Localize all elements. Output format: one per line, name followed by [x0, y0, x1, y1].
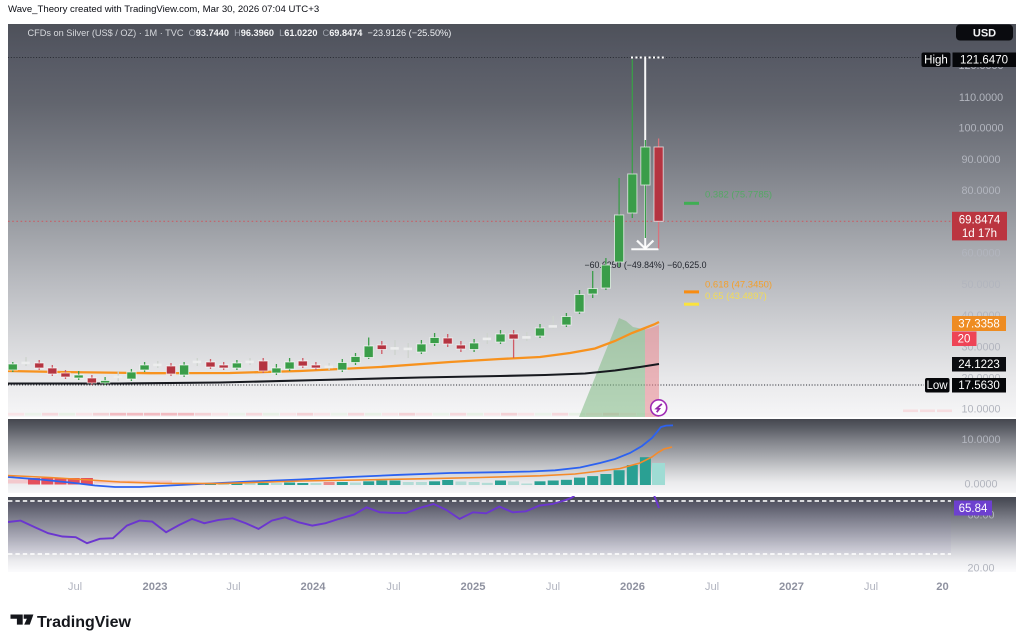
svg-text:−60.6250 (−49.84%) −60,625.0: −60.6250 (−49.84%) −60,625.0	[584, 260, 706, 270]
svg-text:20: 20	[958, 334, 971, 346]
svg-text:24.1223: 24.1223	[958, 359, 1000, 371]
svg-text:Jul: Jul	[705, 581, 719, 593]
svg-text:17.5630: 17.5630	[958, 380, 1000, 392]
svg-text:High: High	[924, 55, 948, 67]
svg-text:0.0000: 0.0000	[964, 479, 997, 491]
svg-text:37.3358: 37.3358	[958, 319, 1000, 331]
svg-text:TradingView: TradingView	[37, 614, 132, 631]
svg-text:50.0000: 50.0000	[961, 279, 1000, 291]
svg-text:Jul: Jul	[68, 581, 82, 593]
svg-text:0.618 (47.3450): 0.618 (47.3450)	[705, 280, 772, 291]
svg-text:2023: 2023	[143, 581, 168, 593]
svg-text:Low: Low	[926, 380, 948, 392]
svg-text:1d 17h: 1d 17h	[962, 228, 997, 240]
svg-text:90.0000: 90.0000	[961, 154, 1000, 166]
svg-text:0.65 (43.4897): 0.65 (43.4897)	[705, 291, 767, 302]
svg-text:USD: USD	[973, 28, 996, 40]
svg-text:2025: 2025	[461, 581, 486, 593]
svg-text:Jul: Jul	[864, 581, 878, 593]
svg-text:10.0000: 10.0000	[961, 434, 1000, 446]
svg-text:110.0000: 110.0000	[959, 92, 1003, 104]
svg-text:121.6470: 121.6470	[960, 55, 1008, 67]
svg-text:80.0000: 80.0000	[961, 185, 1000, 197]
svg-text:2026: 2026	[620, 581, 645, 593]
svg-text:2027: 2027	[779, 581, 804, 593]
svg-text:Jul: Jul	[546, 581, 560, 593]
svg-text:69.8474: 69.8474	[959, 215, 1001, 227]
svg-text:10.0000: 10.0000	[961, 404, 1000, 416]
svg-text:Jul: Jul	[226, 581, 240, 593]
svg-text:100.0000: 100.0000	[958, 123, 1003, 135]
svg-text:2024: 2024	[301, 581, 327, 593]
svg-text:20: 20	[936, 581, 948, 593]
svg-text:60.0000: 60.0000	[961, 248, 1000, 260]
svg-text:65.84: 65.84	[959, 503, 988, 515]
svg-text:Jul: Jul	[386, 581, 400, 593]
svg-text:0.382 (75.7785): 0.382 (75.7785)	[705, 189, 772, 200]
svg-text:20.00: 20.00	[967, 563, 994, 575]
